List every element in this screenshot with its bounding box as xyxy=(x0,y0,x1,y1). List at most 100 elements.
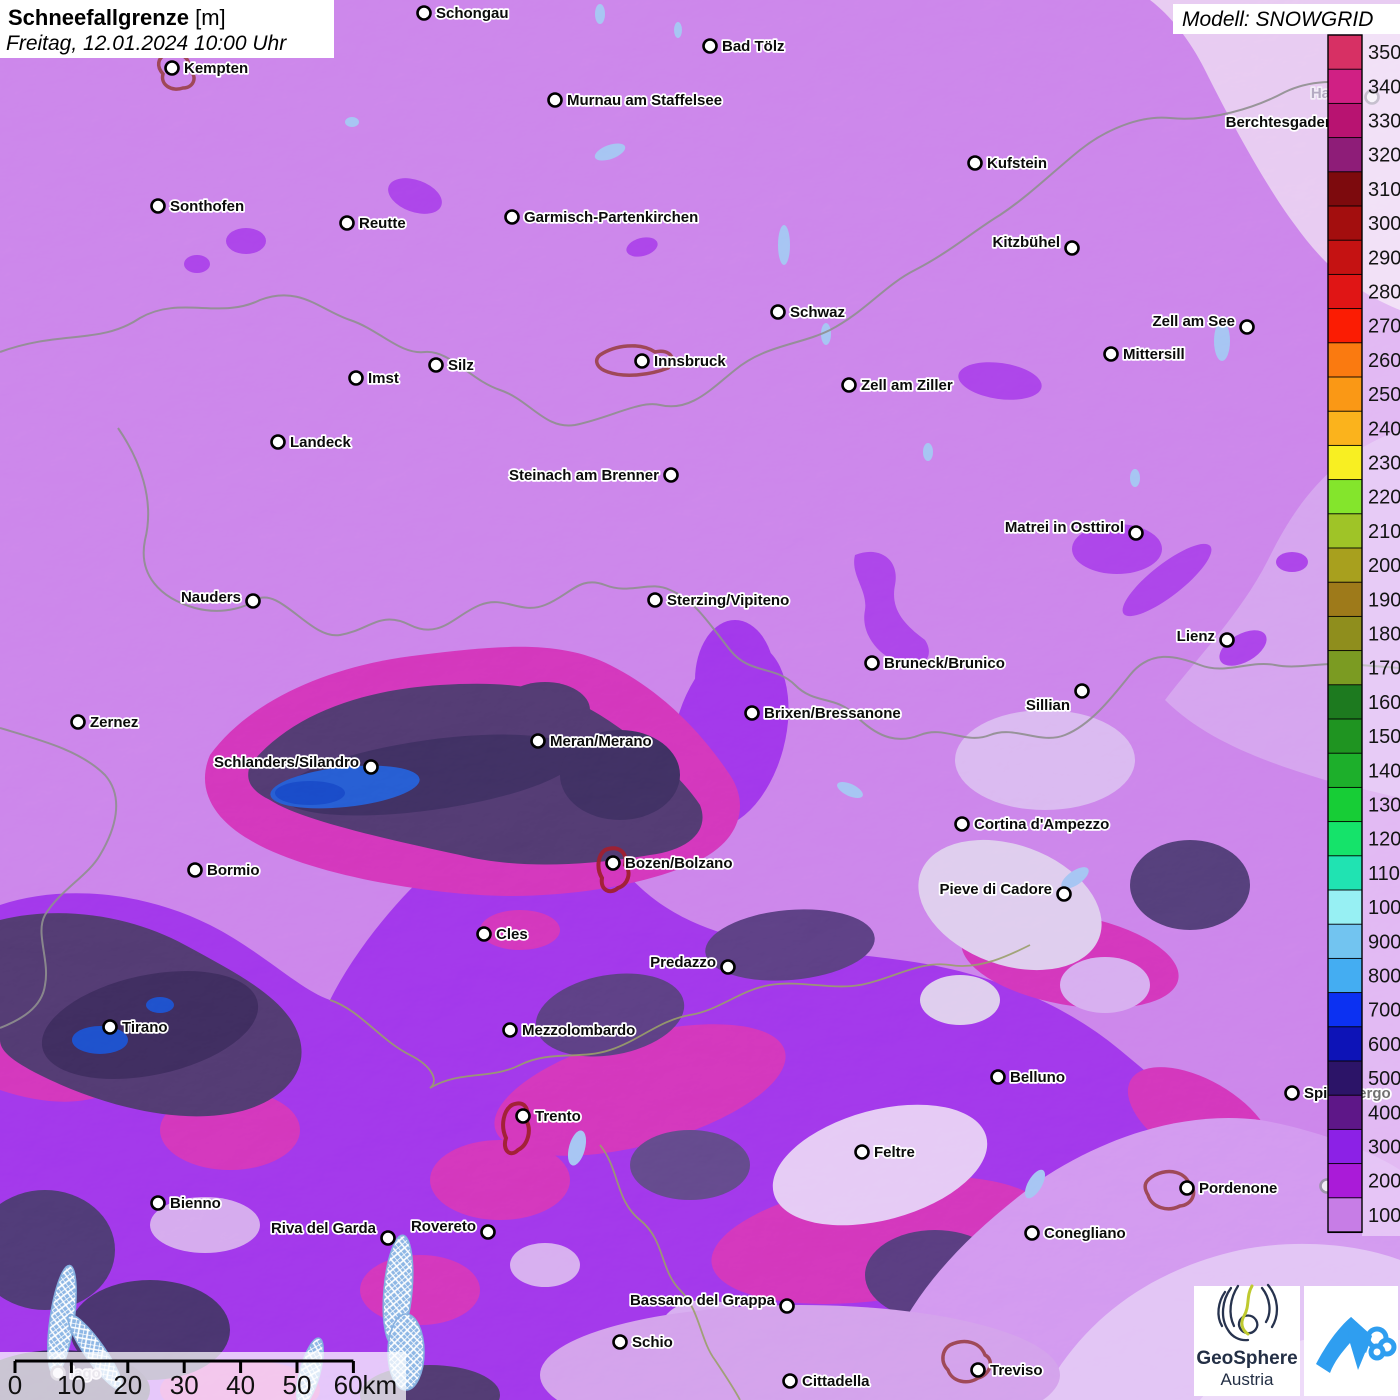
city-reutte: Reutte xyxy=(339,213,407,234)
city-label: Brixen/Bressanone xyxy=(764,705,901,722)
city-marker xyxy=(245,593,261,609)
colorbar-cell xyxy=(1327,581,1363,618)
city-label: Cittadella xyxy=(802,1373,870,1390)
city-matrei-in-osttirol: Matrei in Osttirol xyxy=(1003,517,1144,541)
city-landeck: Landeck xyxy=(270,432,353,453)
colorbar-cell xyxy=(1327,376,1363,413)
city-label: Silz xyxy=(448,357,474,374)
city-marker xyxy=(1179,1180,1195,1196)
city-label: Sonthofen xyxy=(170,198,244,215)
colorbar-cell xyxy=(1327,1026,1363,1063)
colorbar-cell xyxy=(1327,718,1363,755)
city-label: Zernez xyxy=(90,714,138,731)
city-marker xyxy=(547,92,563,108)
city-label: Feltre xyxy=(874,1144,915,1161)
colorbar-cell xyxy=(1327,650,1363,686)
city-label: Zell am See xyxy=(1152,313,1235,330)
scalebar-tick-label: 40 xyxy=(226,1370,255,1400)
city-zell-am-see: Zell am See xyxy=(1151,311,1255,335)
city-label: Treviso xyxy=(990,1362,1043,1379)
city-label: Schwaz xyxy=(790,304,845,321)
model-label: Modell: SNOWGRID xyxy=(1182,8,1373,31)
colorbar-cell xyxy=(1327,821,1363,857)
city-label: Bormio xyxy=(207,862,260,879)
city-marker xyxy=(480,1224,496,1240)
colorbar-tick-label: 800 xyxy=(1368,966,1400,988)
city-label: Bozen/Bolzano xyxy=(625,855,733,872)
colorbar-tick-label: 2700 xyxy=(1368,316,1400,338)
region-borders xyxy=(329,944,1031,1400)
city-marker xyxy=(970,1362,986,1378)
city-marker xyxy=(1219,632,1235,648)
city-cittadella: Cittadella xyxy=(782,1371,872,1392)
city-schlanders-silandro: Schlanders/Silandro xyxy=(212,752,379,775)
scalebar: 0 10 20 30 40 50 60km xyxy=(0,1352,406,1400)
city-predazzo: Predazzo xyxy=(648,952,736,975)
city-label: Landeck xyxy=(290,434,352,451)
city-marker xyxy=(187,862,203,878)
city-marker xyxy=(864,655,880,671)
scalebar-tick-label: 0 xyxy=(8,1370,22,1400)
scalebar-tick-label: 10 xyxy=(57,1370,86,1400)
city-marker xyxy=(782,1373,798,1389)
colorbar-tick-label: 3100 xyxy=(1368,179,1400,201)
city-marker xyxy=(70,714,86,730)
city-marker xyxy=(1128,525,1144,541)
colorbar xyxy=(1327,34,1363,1234)
city-marker xyxy=(1284,1085,1300,1101)
colorbar-cell xyxy=(1327,992,1363,1028)
colorbar-tick-label: 1800 xyxy=(1368,624,1400,646)
city-label: Trento xyxy=(535,1108,581,1125)
city-steinach-am-brenner: Steinach am Brenner xyxy=(507,465,679,486)
city-marker xyxy=(612,1334,628,1350)
city-label: Mittersill xyxy=(1123,346,1185,363)
colorbar-cell xyxy=(1327,102,1363,139)
city-label: Cles xyxy=(496,926,528,943)
city-marker xyxy=(380,1230,396,1246)
city-pieve-di-cadore: Pieve di Cadore xyxy=(938,879,1072,902)
city-sonthofen: Sonthofen xyxy=(150,196,246,217)
city-marker xyxy=(348,370,364,386)
city-label: Belluno xyxy=(1010,1069,1065,1086)
page-title: Schneefallgrenze [m] xyxy=(8,5,226,30)
city-trento: Trento xyxy=(515,1106,583,1127)
city-marker xyxy=(1239,319,1255,335)
scalebar-ticks: 0 10 20 30 40 50 60km xyxy=(8,1359,397,1400)
city-label: Predazzo xyxy=(650,954,716,971)
city-marker xyxy=(150,198,166,214)
city-zell-am-ziller: Zell am Ziller xyxy=(841,375,955,396)
city-marker xyxy=(647,592,663,608)
city-marker xyxy=(504,209,520,225)
colorbar-cell xyxy=(1327,444,1363,481)
colorbar-cell xyxy=(1327,684,1363,721)
colorbar-tick-label: 1300 xyxy=(1368,795,1400,817)
colorbar-tick-label: 1100 xyxy=(1368,863,1400,885)
colorbar-cell xyxy=(1327,1060,1363,1097)
city-marker xyxy=(841,377,857,393)
city-cortina-d-ampezzo: Cortina d'Ampezzo xyxy=(954,814,1111,835)
geosphere-country: Austria xyxy=(1221,1370,1274,1389)
colorbar-cell xyxy=(1327,547,1363,584)
city-marker xyxy=(150,1195,166,1211)
city-pordenone: Pordenone xyxy=(1179,1178,1279,1199)
city-bassano-del-grappa: Bassano del Grappa xyxy=(628,1290,795,1314)
city-kufstein: Kufstein xyxy=(967,153,1049,174)
colorbar-cell xyxy=(1327,171,1363,208)
colorbar-tick-label: 600 xyxy=(1368,1034,1400,1056)
city-label: Schongau xyxy=(436,5,509,22)
colorbar-cell xyxy=(1327,1197,1363,1234)
city-label: Garmisch-Partenkirchen xyxy=(524,209,698,226)
city-marker xyxy=(967,155,983,171)
city-schongau: Schongau xyxy=(416,3,510,24)
city-bormio: Bormio xyxy=(187,860,261,881)
city-marker xyxy=(702,38,718,54)
colorbar-tick-label: 2300 xyxy=(1368,453,1400,475)
city-bad-t-lz: Bad Tölz xyxy=(702,36,786,57)
colorbar-cell xyxy=(1327,923,1363,960)
title-backdrop xyxy=(0,0,334,58)
colorbar-tick-label: 1700 xyxy=(1368,658,1400,680)
colorbar-tick-label: 1900 xyxy=(1368,589,1400,611)
